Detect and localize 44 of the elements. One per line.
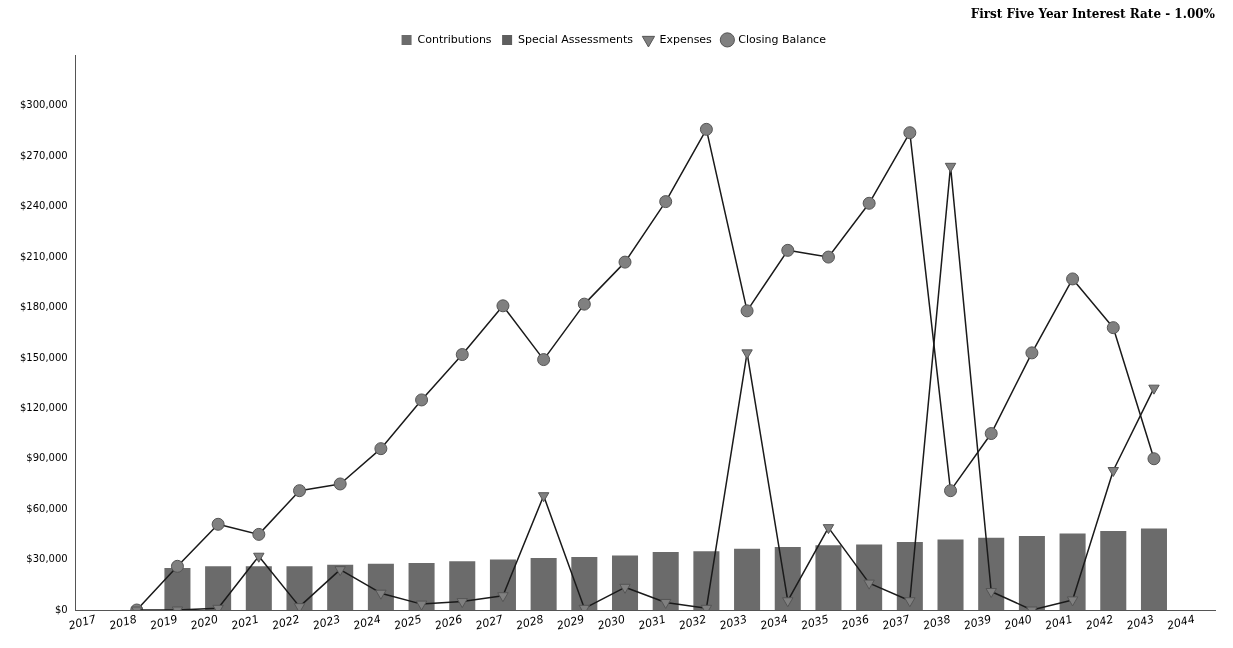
x-tick-label: 2022 [270, 612, 302, 633]
chart-title: First Five Year Interest Rate - 1.00% [970, 7, 1216, 22]
y-tick-label: $180,000 [20, 301, 68, 313]
y-tick-label: $60,000 [26, 502, 68, 514]
x-tick-label: 2019 [148, 612, 179, 633]
x-tick-label: 2042 [1084, 612, 1115, 633]
x-tick-label: 2020 [189, 612, 220, 633]
x-tick-label: 2032 [677, 612, 708, 633]
x-tick-label: 2017 [67, 612, 98, 633]
y-tick-label: $0 [54, 603, 68, 615]
y-tick-label: $30,000 [26, 553, 68, 565]
x-tick-label: 2018 [107, 612, 139, 633]
x-tick-label: 2034 [758, 612, 790, 633]
y-tick-label: $150,000 [20, 351, 68, 363]
x-tick-label: 2044 [1165, 612, 1197, 633]
legend-label: Expenses [659, 32, 713, 46]
x-tick-label: 2021 [229, 612, 261, 633]
x-tick-label: 2043 [1125, 612, 1156, 633]
x-tick-label: 2027 [474, 612, 505, 633]
x-tick-label: 2025 [392, 612, 424, 633]
legend-label: Contributions [417, 32, 492, 46]
legend-label: Closing Balance [738, 32, 827, 46]
x-tick-label: 2030 [596, 612, 627, 633]
x-tick-label: 2039 [962, 612, 993, 633]
x-tick-label: 2023 [311, 612, 342, 633]
x-tick-label: 2033 [718, 612, 749, 633]
x-tick-label: 2029 [555, 612, 586, 633]
y-tick-label: $90,000 [26, 452, 68, 464]
y-tick-label: $210,000 [20, 250, 68, 262]
x-tick-label: 2026 [433, 612, 464, 633]
y-tick-label: $300,000 [20, 99, 68, 111]
x-tick-label: 2031 [636, 612, 668, 633]
x-tick-label: 2038 [921, 612, 953, 633]
x-tick-label: 2024 [351, 612, 383, 633]
y-tick-label: $240,000 [20, 200, 68, 212]
x-tick-label: 2041 [1043, 612, 1075, 633]
x-tick-label: 2028 [514, 612, 546, 633]
y-tick-label: $270,000 [20, 149, 68, 161]
legend-label: Special Assessments [518, 32, 634, 46]
x-tick-label: 2040 [1003, 612, 1034, 633]
x-tick-label: 2035 [799, 612, 830, 633]
y-tick-label: $120,000 [20, 401, 68, 413]
x-tick-label: 2036 [840, 612, 871, 633]
x-tick-label: 2037 [880, 612, 912, 633]
